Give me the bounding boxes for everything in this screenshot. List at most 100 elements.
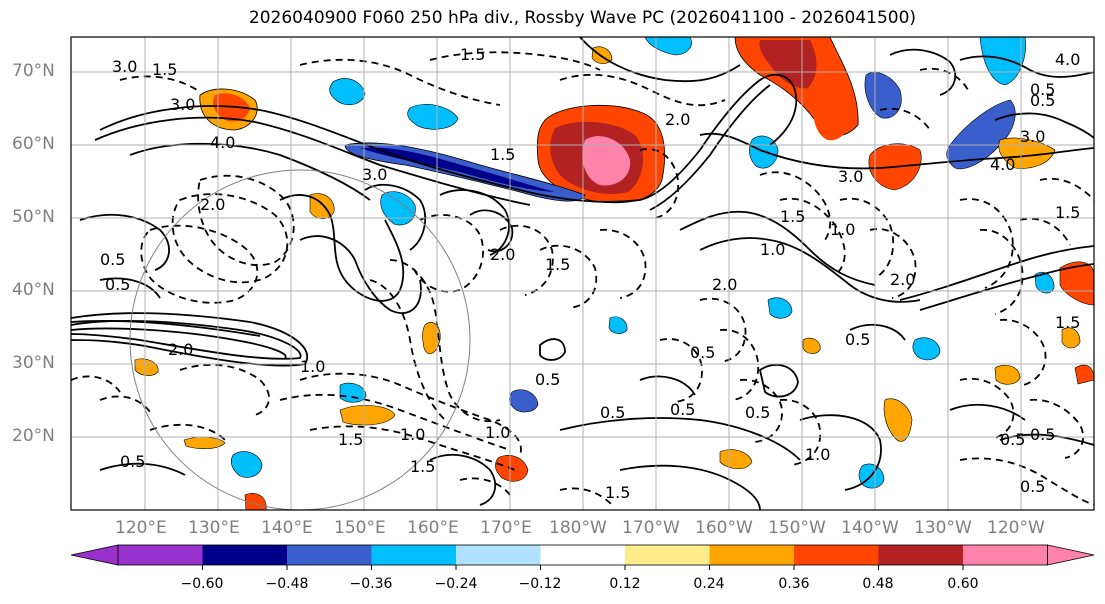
divergence-patch — [767, 297, 793, 319]
colorbar-bin — [709, 545, 794, 565]
divergence-patch — [329, 78, 366, 106]
divergence-patch — [230, 451, 263, 478]
lon-label: 120°W — [987, 518, 1045, 538]
graticule — [71, 37, 1094, 510]
lon-label: 170°W — [622, 518, 680, 538]
contour-label: 2.0 — [665, 110, 690, 129]
divergence-patch — [883, 398, 913, 442]
divergence-patch — [979, 37, 1026, 86]
contour-label: 0.5 — [600, 403, 625, 422]
colorbar-bin — [878, 545, 963, 565]
lat-label-70n: 70°N — [12, 61, 55, 81]
map-title: 2026040900 F060 250 hPa div., Rossby Wav… — [248, 8, 917, 28]
contour-label: 1.0 — [485, 423, 510, 442]
lon-label: 130°W — [914, 518, 972, 538]
divergence-patch — [1074, 364, 1094, 385]
contour-label: 1.5 — [490, 145, 515, 164]
contour-label: 3.0 — [112, 57, 137, 76]
colorbar-bin — [963, 545, 1048, 565]
colorbar-label: −0.36 — [349, 576, 393, 592]
colorbar-bin — [371, 545, 456, 565]
map-overlays — [129, 169, 471, 510]
contour-label: 3.0 — [1020, 127, 1045, 146]
lat-label-30n: 30°N — [12, 353, 55, 373]
lon-label: 120°E — [115, 518, 167, 538]
contour-label: 0.5 — [745, 403, 770, 422]
lon-label: 160°E — [407, 518, 459, 538]
divergence-patch — [813, 96, 851, 141]
colorbar — [70, 544, 1095, 570]
colorbar-extend-low — [70, 544, 119, 566]
contour-label: 0.5 — [1030, 80, 1055, 99]
contour-label: 1.5 — [605, 483, 630, 502]
contour-label: 1.5 — [460, 45, 485, 64]
contour-label: 3.0 — [170, 95, 195, 114]
lon-label: 140°E — [261, 518, 313, 538]
contour-label: 1.0 — [400, 425, 425, 444]
divergence-patch — [998, 137, 1056, 169]
map-frame — [70, 36, 1095, 511]
contour-label: 0.5 — [535, 370, 560, 389]
divergence-patch — [422, 321, 441, 355]
contour-label-layer: 3.0 1.5 3.0 4.0 1.5 3.0 2.0 0.5 1.0 2.0 … — [100, 45, 1080, 502]
colorbar-label: 0.24 — [693, 576, 725, 592]
colorbar-bin — [625, 545, 710, 565]
colorbar-label: −0.60 — [180, 576, 224, 592]
colorbar-extend-high — [1047, 544, 1095, 566]
contour-label: 0.5 — [105, 275, 130, 294]
contour-label: 0.5 — [670, 400, 695, 419]
dashed-contours — [71, 51, 1094, 506]
colorbar-label: 0.60 — [947, 576, 979, 592]
contour-label: 1.5 — [410, 457, 435, 476]
colorbar-label: −0.24 — [434, 576, 478, 592]
lat-label-40n: 40°N — [12, 280, 55, 300]
contour-label: 1.5 — [780, 207, 805, 226]
divergence-patch — [994, 365, 1021, 385]
contour-label: 4.0 — [210, 133, 235, 152]
lat-label-60n: 60°N — [12, 134, 55, 154]
divergence-patch — [802, 337, 821, 354]
lon-label: 170°E — [480, 518, 532, 538]
colorbar-label: 0.12 — [609, 576, 641, 592]
lon-label: 150°E — [334, 518, 386, 538]
contour-label: 2.0 — [200, 195, 225, 214]
divergence-patch — [1034, 271, 1055, 294]
solid-contours — [71, 37, 1094, 510]
divergence-patch — [864, 71, 902, 119]
contour-label: 0.5 — [1030, 425, 1055, 444]
contour-label: 2.0 — [490, 245, 515, 264]
colorbar-bin — [118, 545, 203, 565]
divergence-patch — [912, 337, 941, 361]
divergence-patch — [644, 37, 692, 56]
contour-label: 1.5 — [545, 255, 570, 274]
colorbar-label: 0.48 — [862, 576, 894, 592]
contour-label: 2.0 — [890, 270, 915, 289]
divergence-patch — [339, 405, 396, 426]
contour-label: 1.0 — [760, 240, 785, 259]
range-circle — [129, 169, 471, 510]
contour-label: 2.0 — [712, 275, 737, 294]
colorbar-label: −0.48 — [265, 576, 309, 592]
contour-label: 1.5 — [152, 60, 177, 79]
contour-label: 0.5 — [690, 343, 715, 362]
lon-label: 180°W — [549, 518, 607, 538]
divergence-patch — [608, 316, 628, 334]
colorbar-bin — [456, 545, 541, 565]
divergence-patch — [719, 449, 753, 470]
contour-label: 1.0 — [805, 445, 830, 464]
contour-label: 0.5 — [1000, 430, 1025, 449]
contour-label: 1.5 — [1055, 313, 1080, 332]
divergence-patch — [582, 136, 631, 186]
lon-label: 140°W — [841, 518, 899, 538]
lon-label: 130°E — [188, 518, 240, 538]
contour-label: 1.5 — [338, 430, 363, 449]
divergence-patch — [360, 147, 555, 192]
lat-label-50n: 50°N — [12, 207, 55, 227]
contour-label: 0.5 — [100, 250, 125, 269]
colorbar-bin — [540, 545, 625, 565]
contour-label: 2.0 — [168, 340, 193, 359]
contour-label: 4.0 — [990, 155, 1015, 174]
lat-label-20n: 20°N — [12, 426, 55, 446]
lon-label: 160°W — [695, 518, 753, 538]
